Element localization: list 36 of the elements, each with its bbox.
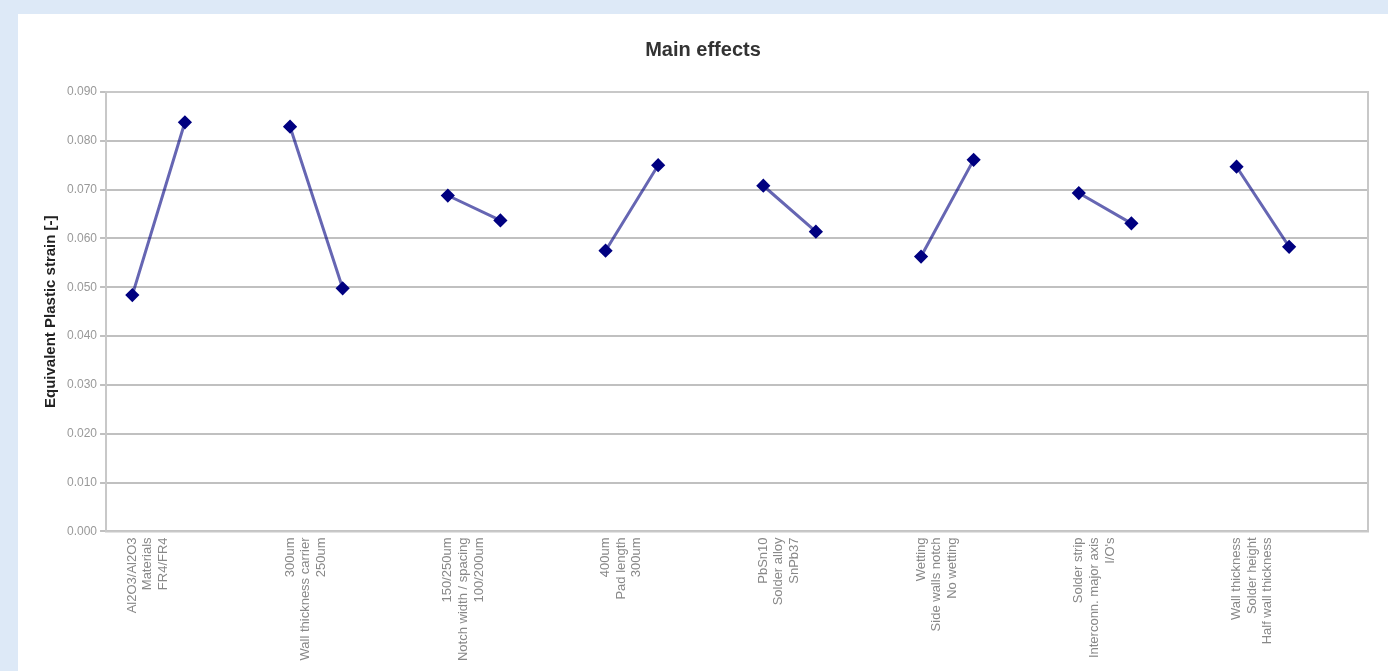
x-tick-label: Wetting Side walls notch No wetting (912, 537, 959, 632)
point (914, 250, 928, 264)
point (178, 115, 192, 129)
y-tick-label: 0.090 (67, 84, 98, 99)
point (441, 189, 455, 203)
point (1230, 160, 1244, 174)
x-tick-label: Solder strip Interconn. major axis I/O's (1070, 536, 1117, 659)
point (283, 120, 297, 134)
y-tick-label: 0.030 (67, 377, 98, 392)
point (1124, 216, 1138, 230)
y-tick-label: 0.060 (67, 230, 98, 245)
point (493, 213, 507, 227)
point (651, 158, 665, 172)
chart-title: Main effects (645, 37, 761, 60)
y-tick-label: 0.050 (67, 279, 98, 294)
x-tick-label: 400um Pad length 300um (597, 537, 644, 600)
point (1072, 186, 1086, 200)
x-tick-label: Wall thickness Solder height Half wall thickness (1228, 536, 1275, 645)
point (336, 281, 350, 295)
x-tick-label: Al2O3/Al2O3 Materials FR4/FR4 (123, 536, 171, 614)
y-tick-label: 0.000 (67, 523, 98, 538)
point (809, 225, 823, 239)
point (756, 179, 770, 193)
y-tick-label: 0.020 (67, 426, 98, 441)
y-tick-label: 0.080 (67, 133, 98, 148)
y-axis-title: Equivalent Plastic strain [-] (41, 215, 59, 408)
point (125, 288, 139, 302)
y-tick-label: 0.070 (67, 181, 98, 196)
x-tick-label: 150/250um Notch width / spacing 100/200um (439, 537, 486, 662)
y-tick-label: 0.040 (67, 328, 98, 343)
point (1282, 240, 1296, 254)
point (599, 244, 613, 258)
x-tick-label: 300um Wall thickness carrier 250um (281, 536, 328, 661)
point (967, 153, 981, 167)
y-tick-label: 0.010 (67, 474, 98, 489)
x-tick-label: PbSn10 Solder alloy SnPb37 (754, 536, 802, 606)
